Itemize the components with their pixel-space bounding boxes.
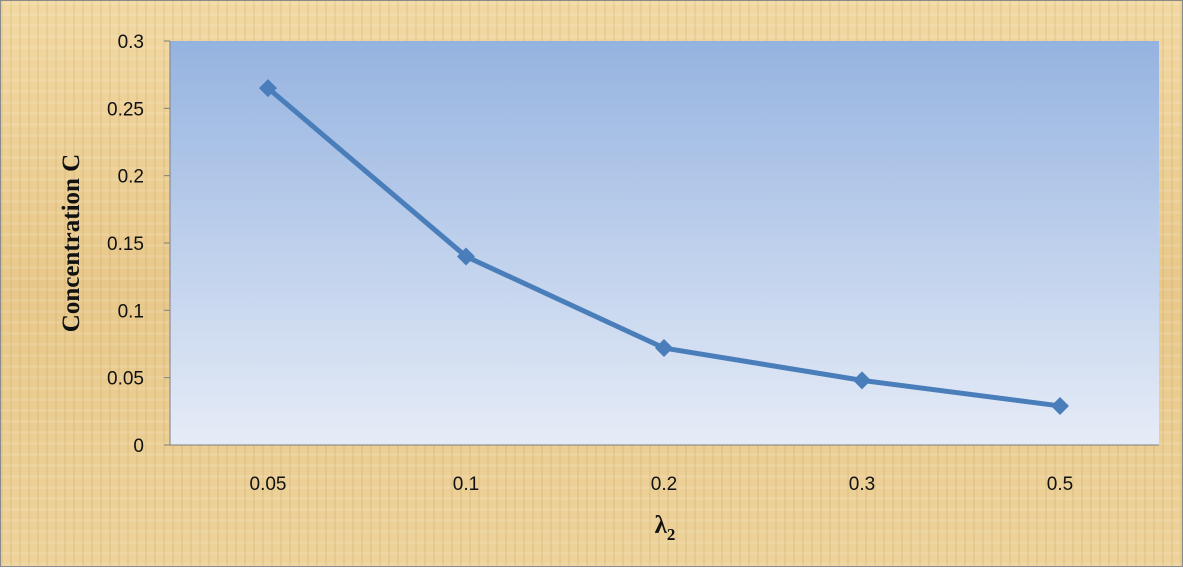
x-axis-title: λ2: [655, 512, 676, 544]
data-series: [259, 79, 1069, 415]
data-point-marker: [853, 371, 871, 390]
y-tick-label: 0.05: [107, 369, 144, 390]
data-point-marker: [457, 247, 475, 266]
x-axis-ticks: 0.05 0.1 0.2 0.3 0.5: [250, 474, 1074, 495]
y-tick-label: 0.15: [107, 234, 144, 255]
x-tick-label: 0.2: [651, 474, 677, 495]
y-axis-title: Concentration C: [58, 154, 85, 332]
data-point-marker: [259, 79, 277, 98]
data-point-marker: [1051, 396, 1069, 415]
x-tick-label: 0.05: [250, 474, 287, 495]
y-tick-label: 0.1: [118, 301, 144, 322]
x-tick-label: 0.1: [453, 474, 479, 495]
y-tick-label: 0.3: [118, 32, 144, 53]
x-tick-label: 0.3: [849, 474, 875, 495]
y-axis-ticks: 0 0.05 0.1 0.15 0.2 0.25 0.3: [107, 32, 170, 457]
x-tick-label: 0.5: [1047, 474, 1073, 495]
y-tick-label: 0.2: [118, 167, 144, 188]
y-tick-label: 0.25: [107, 99, 144, 120]
plot-area: [170, 41, 1159, 445]
x-axis-title-symbol: λ: [655, 512, 668, 539]
data-point-marker: [655, 339, 673, 358]
x-axis-title-subscript: 2: [667, 525, 676, 544]
y-tick-label: 0: [133, 436, 144, 457]
